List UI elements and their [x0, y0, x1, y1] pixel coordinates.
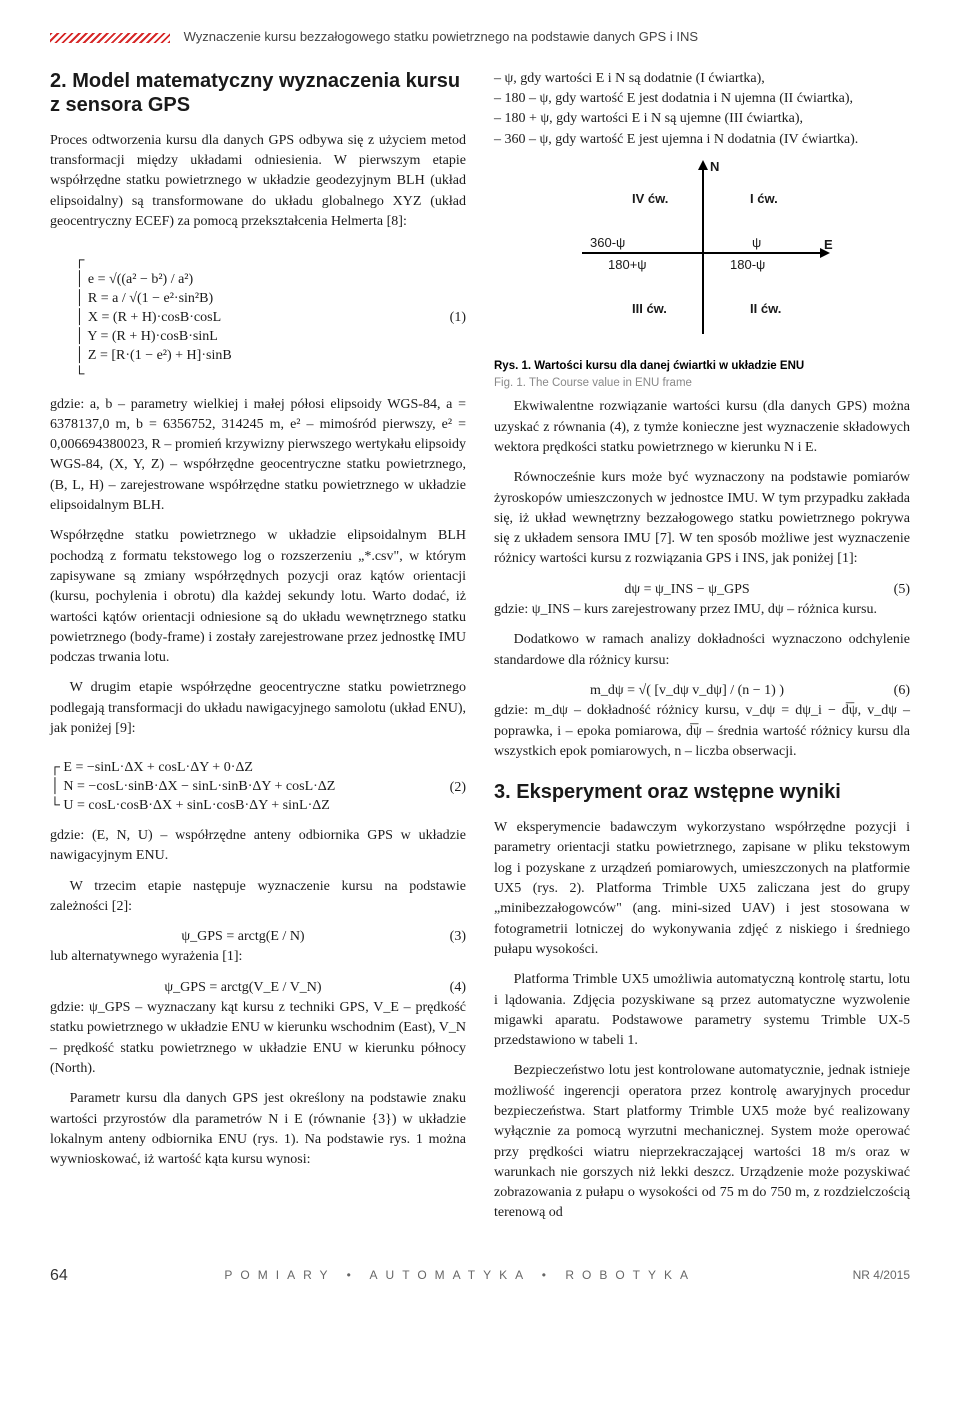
sec2-para-3: Współrzędne statku powietrznego w układz… [50, 526, 466, 668]
right-para-1: Ekwiwalentne rozwiązanie wartości kursu … [494, 397, 910, 458]
right-para-3: gdzie: ψ_INS – kurs zarejestrowany przez… [494, 600, 910, 620]
figure-1-caption-pl: Rys. 1. Wartości kursu dla danej ćwiartk… [494, 358, 910, 375]
sec2-para-5: gdzie: (E, N, U) – współrzędne anteny od… [50, 826, 466, 867]
equation-5-number: (5) [880, 580, 910, 600]
label-q2: II ćw. [750, 300, 781, 319]
bullet-3: – 180 + ψ, gdy wartości E i N są ujemne … [494, 109, 910, 129]
right-para-5: gdzie: m_dψ – dokładność różnicy kursu, … [494, 701, 910, 762]
right-para-4: Dodatkowo w ramach analizy dokładności w… [494, 630, 910, 671]
enu-diagram: N E I ćw. IV ćw. III ćw. II ćw. 360-ψ 18… [572, 160, 832, 350]
equation-6-number: (6) [880, 681, 910, 701]
label-q1: I ćw. [750, 190, 778, 209]
sec2-para-2: gdzie: a, b – parametry wielkiej i małej… [50, 395, 466, 517]
equation-2: ┌ E = −sinL·ΔX + cosL·ΔY + 0·ΔZ │ N = −c… [50, 749, 466, 826]
sec3-para-3: Bezpieczeństwo lotu jest kontrolowane au… [494, 1061, 910, 1223]
header-hatch [50, 33, 170, 43]
bullet-1: – ψ, gdy wartości E i N są dodatnie (I ć… [494, 69, 910, 89]
figure-1-caption-en: Fig. 1. The Course value in ENU frame [494, 375, 910, 392]
label-psi: ψ [752, 234, 761, 253]
running-header: Wyznaczenie kursu bezzałogowego statku p… [50, 28, 910, 47]
equation-1: ┌ │ e = √((a² − b²) / a²) │ R = a / √(1 … [50, 242, 466, 394]
label-360: 360-ψ [590, 234, 625, 253]
label-180p: 180+ψ [608, 256, 647, 275]
bullet-2: – 180 – ψ, gdy wartość E jest dodatnia i… [494, 89, 910, 109]
sec3-para-1: W eksperymencie badawczym wykorzystano w… [494, 818, 910, 960]
bullet-4: – 360 – ψ, gdy wartość E jest ujemna i N… [494, 130, 910, 150]
equation-3-number: (3) [436, 927, 466, 947]
journal-name: POMIARY • AUTOMATYKA • ROBOTYKA [224, 1267, 696, 1284]
arrow-north-icon [698, 160, 708, 170]
page-number: 64 [50, 1264, 68, 1287]
equation-2-body: ┌ E = −sinL·ΔX + cosL·ΔY + 0·ΔZ │ N = −c… [50, 759, 436, 816]
sec2-para-7: lub alternatywnego wyrażenia [1]: [50, 947, 466, 967]
equation-4: ψ_GPS = arctg(V_E / V_N) (4) [50, 978, 466, 998]
sec2-para-9: Parametr kursu dla danych GPS jest okreś… [50, 1089, 466, 1170]
figure-1: N E I ćw. IV ćw. III ćw. II ćw. 360-ψ 18… [494, 160, 910, 391]
equation-6: m_dψ = √( [v_dψ v_dψ] / (n − 1) ) (6) [494, 681, 910, 701]
equation-5: dψ = ψ_INS − ψ_GPS (5) [494, 580, 910, 600]
equation-2-number: (2) [436, 778, 466, 798]
equation-3: ψ_GPS = arctg(E / N) (3) [50, 927, 466, 947]
issue-number: NR 4/2015 [853, 1267, 910, 1284]
axis-north [702, 166, 704, 334]
running-title: Wyznaczenie kursu bezzałogowego statku p… [184, 29, 698, 44]
sec2-para-1: Proces odtworzenia kursu dla danych GPS … [50, 131, 466, 232]
label-180m: 180-ψ [730, 256, 765, 275]
section-2-heading: 2. Model matematyczny wyznaczenia kursu … [50, 69, 466, 117]
equation-5-body: dψ = ψ_INS − ψ_GPS [494, 580, 880, 600]
sec3-para-2: Platforma Trimble UX5 umożliwia automaty… [494, 970, 910, 1051]
sec2-para-6: W trzecim etapie następuje wyznaczenie k… [50, 877, 466, 918]
label-q3: III ćw. [632, 300, 667, 319]
equation-1-number: (1) [436, 308, 466, 328]
figure-1-caption: Rys. 1. Wartości kursu dla danej ćwiartk… [494, 358, 910, 391]
sec2-para-4: W drugim etapie współrzędne geocentryczn… [50, 678, 466, 739]
section-3-heading: 3. Eksperyment oraz wstępne wyniki [494, 780, 910, 804]
label-N: N [710, 158, 719, 177]
equation-1-body: ┌ │ e = √((a² − b²) / a²) │ R = a / √(1 … [50, 252, 436, 384]
right-column: – ψ, gdy wartości E i N są dodatnie (I ć… [494, 69, 910, 1234]
equation-6-body: m_dψ = √( [v_dψ v_dψ] / (n − 1) ) [494, 681, 880, 701]
quadrant-bullets: – ψ, gdy wartości E i N są dodatnie (I ć… [494, 69, 910, 150]
equation-4-body: ψ_GPS = arctg(V_E / V_N) [50, 978, 436, 998]
page-footer: 64 POMIARY • AUTOMATYKA • ROBOTYKA NR 4/… [50, 1264, 910, 1287]
equation-3-body: ψ_GPS = arctg(E / N) [50, 927, 436, 947]
left-column: 2. Model matematyczny wyznaczenia kursu … [50, 69, 466, 1234]
sec2-para-8: gdzie: ψ_GPS – wyznaczany kąt kursu z te… [50, 998, 466, 1079]
equation-4-number: (4) [436, 978, 466, 998]
label-E: E [824, 236, 833, 255]
right-para-2: Równocześnie kurs może być wyznaczony na… [494, 468, 910, 569]
label-q4: IV ćw. [632, 190, 668, 209]
